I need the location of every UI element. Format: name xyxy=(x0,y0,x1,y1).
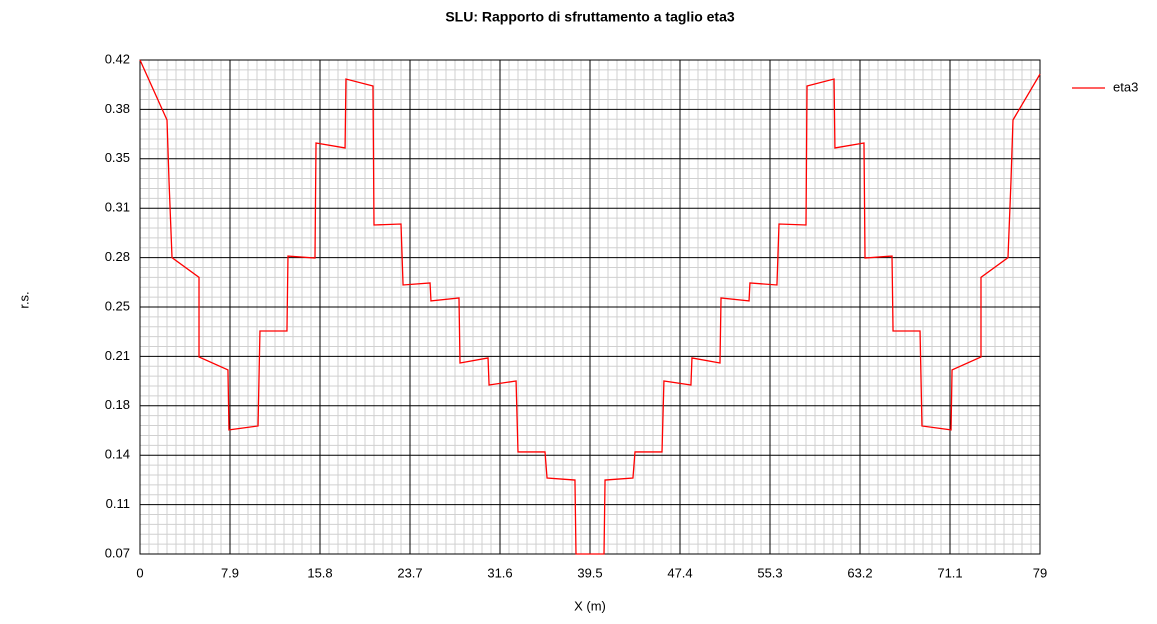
y-tick-label: 0.07 xyxy=(105,545,130,560)
y-tick-label: 0.18 xyxy=(105,397,130,412)
y-tick-label: 0.28 xyxy=(105,249,130,264)
legend-label: eta3 xyxy=(1113,79,1138,94)
chart-title: SLU: Rapporto di sfruttamento a taglio e… xyxy=(445,9,735,25)
y-tick-label: 0.35 xyxy=(105,150,130,165)
y-axis-label: r.s. xyxy=(16,291,31,308)
y-tick-label: 0.25 xyxy=(105,298,130,313)
x-tick-label: 31.6 xyxy=(487,565,512,580)
x-tick-label: 0 xyxy=(136,565,143,580)
y-tick-label: 0.38 xyxy=(105,101,130,116)
x-tick-label: 47.4 xyxy=(667,565,692,580)
y-tick-label: 0.14 xyxy=(105,447,130,462)
x-axis-label: X (m) xyxy=(574,598,606,613)
y-tick-label: 0.31 xyxy=(105,200,130,215)
x-tick-label: 71.1 xyxy=(937,565,962,580)
y-tick-label: 0.42 xyxy=(105,51,130,66)
x-tick-label: 79 xyxy=(1033,565,1047,580)
data-line xyxy=(139,59,1041,555)
x-tick-label: 39.5 xyxy=(577,565,602,580)
y-tick-label: 0.21 xyxy=(105,348,130,363)
x-tick-label: 23.7 xyxy=(397,565,422,580)
x-tick-label: 7.9 xyxy=(221,565,239,580)
x-tick-label: 63.2 xyxy=(847,565,872,580)
x-tick-label: 55.3 xyxy=(757,565,782,580)
y-tick-label: 0.11 xyxy=(106,496,130,511)
x-tick-label: 15.8 xyxy=(307,565,332,580)
